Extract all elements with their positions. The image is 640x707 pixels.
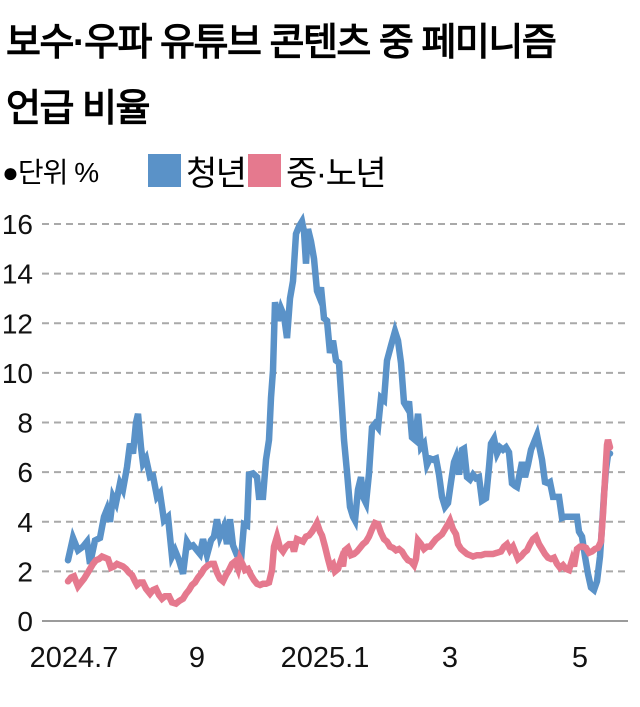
y-tick-label-4: 4 xyxy=(17,507,33,538)
chart-title-line1: 보수·우파 유튜브 콘텐츠 중 페미니즘 xyxy=(6,22,557,64)
chart-title: 보수·우파 유튜브 콘텐츠 중 페미니즘 언급 비율 xyxy=(6,10,557,142)
middle-elderly-legend-label: 중·노년 xyxy=(286,155,387,193)
middle-elderly-color-swatch xyxy=(248,154,281,187)
legend: ●단위 % 청년 중·노년 xyxy=(0,146,640,193)
y-tick-label-14: 14 xyxy=(2,259,33,290)
x-tick-label-1: 9 xyxy=(189,642,205,674)
y-tick-label-2: 2 xyxy=(17,556,33,587)
y-tick-label-10: 10 xyxy=(2,358,33,389)
y-tick-label-6: 6 xyxy=(17,457,33,488)
x-tick-label-2: 2025.1 xyxy=(281,642,370,674)
legend-item-middle-elderly: 중·노년 xyxy=(248,146,387,195)
y-tick-label-8: 8 xyxy=(17,408,33,439)
legend-item-youth: 청년 xyxy=(148,146,247,195)
y-tick-label-12: 12 xyxy=(2,308,33,339)
chart-title-line2: 언급 비율 xyxy=(6,88,150,130)
unit-label: ●단위 % xyxy=(2,157,99,188)
youth-color-swatch xyxy=(148,154,181,187)
x-tick-label-4: 5 xyxy=(572,642,588,674)
x-tick-label-0: 2024.7 xyxy=(30,642,119,674)
youth-legend-label: 청년 xyxy=(186,155,247,193)
y-tick-label-16: 16 xyxy=(2,209,33,240)
y-tick-label-0: 0 xyxy=(17,606,33,637)
x-tick-label-3: 3 xyxy=(442,642,458,674)
series-line-middle-elderly xyxy=(64,439,614,608)
series-line-youth xyxy=(64,212,614,596)
